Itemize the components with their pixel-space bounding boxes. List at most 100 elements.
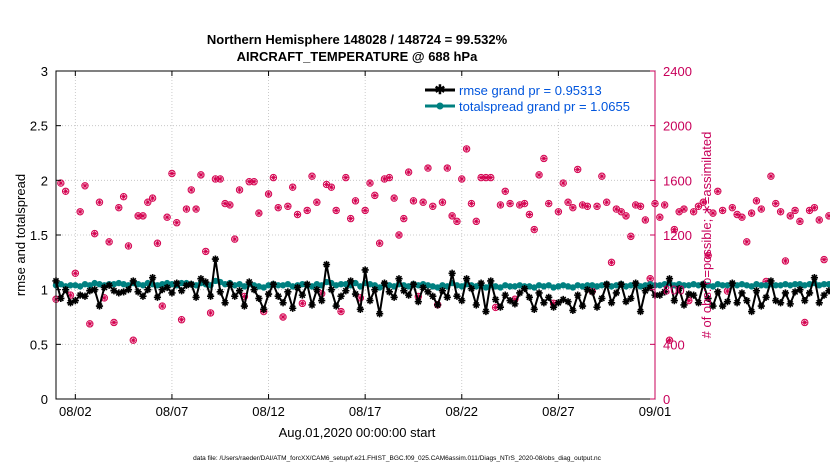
obs-assimilated-marker [251, 179, 257, 185]
totalspread-marker [139, 282, 147, 289]
obs-assimilated-marker [299, 300, 305, 306]
obs-possible-marker [786, 212, 794, 220]
totalspread-marker [675, 281, 683, 288]
rmse-marker [661, 288, 669, 296]
totalspread-marker [540, 283, 548, 290]
obs-assimilated-marker [285, 203, 291, 209]
obs-assimilated-marker [333, 207, 339, 213]
obs-possible-marker [173, 219, 181, 227]
obs-assimilated-marker [236, 187, 243, 193]
rmse-marker [66, 299, 75, 307]
obs-assimilated-marker [575, 166, 581, 172]
obs-assimilated-marker [618, 209, 624, 215]
rmse-marker [463, 275, 471, 283]
rmse-marker [559, 295, 567, 304]
obs-assimilated-marker [125, 243, 132, 249]
obs-possible-marker [467, 199, 476, 208]
totalspread-marker [738, 281, 746, 288]
obs-possible-marker [255, 209, 263, 217]
totalspread-marker [429, 283, 436, 290]
rmse-marker [95, 302, 104, 310]
obs-assimilated-marker [63, 188, 69, 194]
obs-possible-marker [202, 247, 210, 256]
y-tick-label-right: 1200 [663, 228, 692, 243]
rmse-marker [62, 286, 70, 294]
obs-possible-marker [810, 203, 819, 212]
totalspread-marker [492, 283, 499, 290]
obs-possible-marker [699, 198, 708, 206]
obs-assimilated-marker [415, 293, 421, 300]
totalspread-marker [545, 282, 552, 289]
chart-title-line2: AIRCRAFT_TEMPERATURE @ 688 hPa [237, 49, 478, 64]
obs-assimilated-marker [101, 295, 107, 301]
obs-assimilated-marker [565, 199, 571, 205]
obs-assimilated-marker [502, 188, 508, 194]
obs-assimilated-marker [174, 220, 180, 226]
obs-assimilated-marker [802, 319, 808, 326]
y-tick-label-left: 2.5 [30, 119, 48, 134]
obs-assimilated-marker [473, 218, 479, 224]
obs-possible-marker [801, 318, 809, 327]
rmse-marker [409, 280, 418, 288]
obs-assimilated-marker [613, 206, 619, 212]
obs-possible-marker [752, 197, 761, 205]
rmse-marker [540, 299, 548, 307]
obs-possible-marker [192, 205, 200, 213]
rmse-marker [284, 288, 292, 296]
obs-possible-marker [385, 173, 394, 182]
obs-possible-marker [284, 202, 292, 211]
obs-assimilated-marker [92, 231, 98, 237]
obs-assimilated-marker [314, 199, 320, 205]
rmse-marker [491, 295, 500, 304]
totalspread-marker [685, 282, 693, 289]
obs-possible-marker [569, 203, 577, 212]
rmse-marker [303, 280, 311, 288]
obs-possible-marker [375, 239, 384, 247]
obs-assimilated-marker [710, 210, 716, 216]
obs-assimilated-marker [58, 180, 64, 186]
obs-assimilated-marker [198, 172, 204, 178]
rmse-marker [226, 280, 234, 288]
obs-possible-marker [665, 336, 674, 344]
obs-possible-marker [443, 164, 451, 172]
obs-assimilated-marker [444, 165, 450, 171]
obs-possible-marker [424, 164, 432, 172]
y-tick-label-left: 0.5 [30, 337, 48, 352]
series-lines [52, 255, 830, 318]
rmse-marker [549, 303, 558, 311]
obs-possible-marker [346, 214, 355, 223]
obs-assimilated-marker [164, 214, 170, 220]
rmse-marker [588, 288, 596, 296]
rmse-marker [395, 275, 403, 283]
rmse-marker [617, 280, 625, 288]
obs-assimilated-marker [570, 205, 576, 211]
y-tick-label-left: 3 [41, 64, 48, 79]
rmse-marker [781, 289, 790, 297]
obs-assimilated-marker [323, 181, 330, 188]
obs-assimilated-marker [203, 248, 209, 254]
y-tick-label-left: 2 [41, 173, 48, 188]
totalspread-marker [782, 281, 789, 288]
rmse-marker [704, 294, 712, 303]
obs-count-markers [52, 145, 830, 344]
chart-title-line1: Northern Hemisphere 148028 / 148724 = 99… [207, 32, 508, 47]
obs-possible-marker [279, 313, 287, 321]
rmse-marker [216, 288, 224, 296]
rmse-marker [134, 288, 142, 296]
totalspread-marker [284, 281, 292, 288]
rmse-marker [535, 289, 543, 297]
rmse-marker [129, 277, 137, 285]
obs-assimilated-marker [116, 205, 122, 211]
rmse-marker [719, 302, 727, 310]
totalspread-marker [593, 283, 601, 290]
totalspread-marker [120, 281, 127, 288]
obs-possible-marker [825, 212, 830, 220]
rmse-marker [105, 281, 113, 289]
rmse-marker [598, 294, 606, 303]
obs-possible-marker [342, 173, 350, 182]
rmse-marker [298, 291, 306, 299]
rmse-marker [197, 275, 205, 283]
obs-possible-marker [728, 203, 736, 212]
obs-assimilated-marker [806, 207, 813, 213]
obs-assimilated-marker [338, 308, 344, 315]
